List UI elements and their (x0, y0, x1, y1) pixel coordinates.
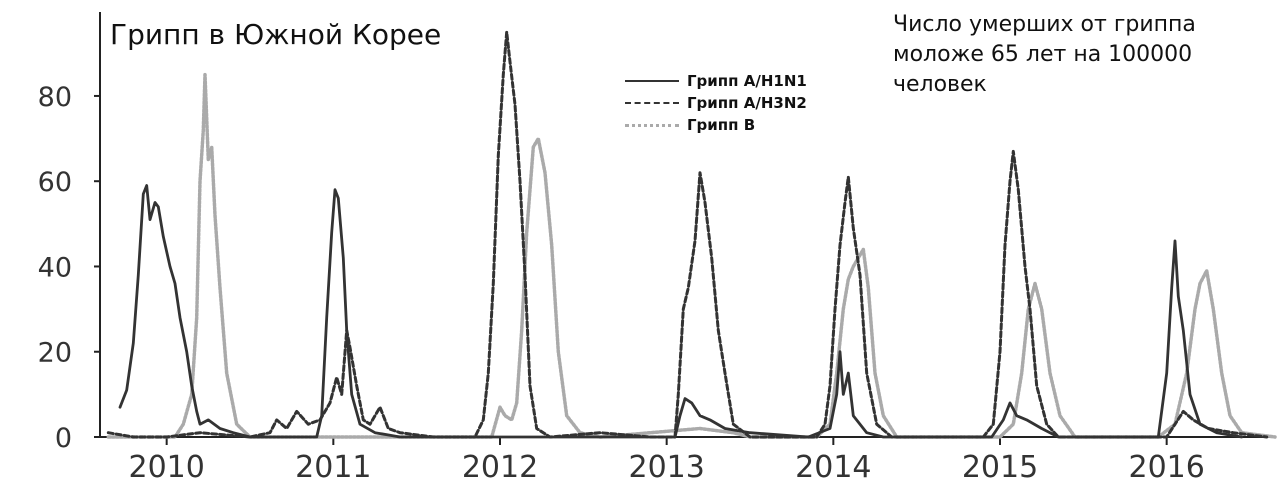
legend-label-h1n1: Грипп A/H1N1 (687, 72, 807, 90)
legend-item-b: Грипп B (625, 114, 807, 136)
legend-item-h1n1: Грипп A/H1N1 (625, 70, 807, 92)
y-tick-label: 0 (55, 423, 72, 454)
legend-swatch-h1n1 (625, 80, 679, 82)
x-tick-label: 2016 (1128, 450, 1204, 483)
chart-title: Грипп в Южной Корее (110, 18, 442, 51)
series-line-0 (118, 184, 1244, 439)
x-tick-label: 2010 (128, 450, 204, 483)
x-tick-label: 2011 (295, 450, 371, 483)
plot-lines (106, 30, 1277, 439)
legend-item-h3n2: Грипп A/H3N2 (625, 92, 807, 114)
x-tick-label: 2013 (628, 450, 704, 483)
y-tick-label: 60 (38, 167, 72, 198)
chart-subtitle: Число умерших от гриппа моложе 65 лет на… (893, 12, 1196, 97)
x-tick-label: 2015 (962, 450, 1038, 483)
legend: Грипп A/H1N1 Грипп A/H3N2 Грипп B (625, 70, 807, 136)
y-tick-label: 20 (38, 338, 72, 369)
x-tick-label: 2014 (795, 450, 871, 483)
x-tick-label: 2012 (462, 450, 538, 483)
series-line-1 (106, 30, 1269, 439)
y-tick-label: 40 (38, 252, 72, 283)
legend-label-h3n2: Грипп A/H3N2 (687, 94, 807, 112)
legend-swatch-h3n2 (625, 102, 679, 104)
y-tick-label: 80 (38, 82, 72, 113)
legend-label-b: Грипп B (687, 116, 756, 134)
legend-swatch-b (625, 123, 679, 127)
axes: 0 20 40 60 80 2010 2011 2012 2013 2014 2015 2016 (38, 12, 1275, 483)
